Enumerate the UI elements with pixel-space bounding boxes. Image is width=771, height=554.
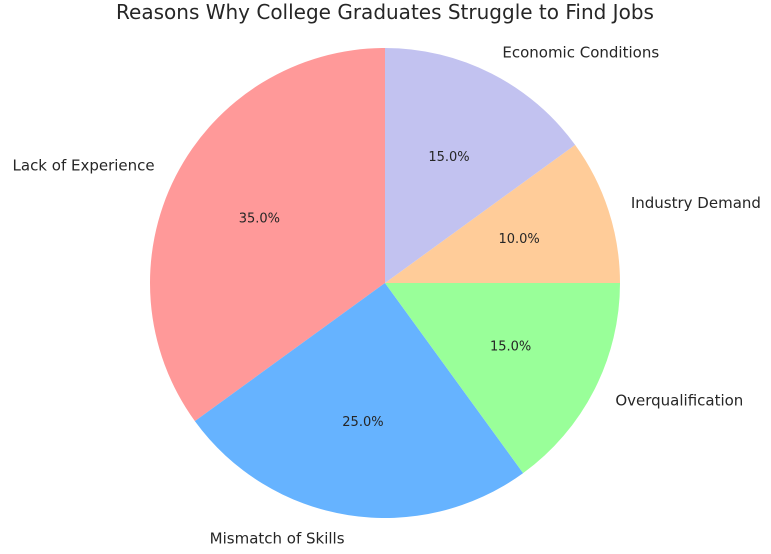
pie-category-label-industry-demand: Industry Demand xyxy=(631,194,761,212)
pie-percent-label-mismatch-of-skills: 25.0% xyxy=(342,415,383,430)
pie-slice-industry-demand xyxy=(385,144,620,283)
pie-category-label-mismatch-of-skills: Mismatch of Skills xyxy=(210,529,345,547)
pie-category-label-lack-of-experience: Lack of Experience xyxy=(13,157,155,175)
pie-category-label-overqualification: Overqualification xyxy=(615,391,743,409)
pie-slice-economic-conditions xyxy=(385,48,576,283)
pie-category-label-economic-conditions: Economic Conditions xyxy=(502,44,659,62)
pie-percent-label-lack-of-experience: 35.0% xyxy=(239,211,280,226)
pie-slices xyxy=(149,48,620,519)
pie-slice-mismatch-of-skills xyxy=(194,283,524,519)
pie-percent-label-industry-demand: 10.0% xyxy=(498,232,539,247)
pie-percent-label-overqualification: 15.0% xyxy=(490,340,531,355)
pie-slice-lack-of-experience xyxy=(149,48,385,422)
pie-category-labels: Lack of Experience Mismatch of Skills Over… xyxy=(13,44,761,548)
pie-slice-overqualification xyxy=(385,283,620,474)
chart-title: Reasons Why College Graduates Struggle t… xyxy=(116,0,654,24)
pie-percent-labels: 35.0% 25.0% 15.0% 10.0% 15.0% xyxy=(239,150,540,430)
pie-percent-label-economic-conditions: 15.0% xyxy=(428,150,469,165)
